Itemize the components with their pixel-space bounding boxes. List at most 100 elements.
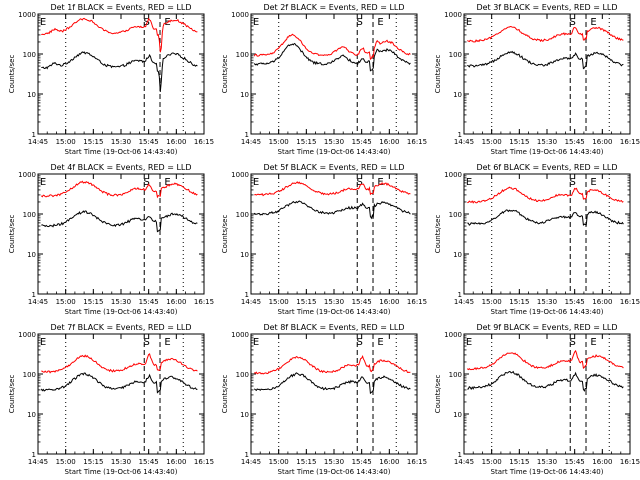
y-tick-label: 10 bbox=[453, 251, 462, 259]
series-lld-line bbox=[466, 349, 624, 371]
y-tick-label: 10 bbox=[27, 411, 36, 419]
x-axis-label: Start Time (19-Oct-06 14:43:40) bbox=[65, 148, 178, 156]
y-tick-label: 100 bbox=[23, 51, 36, 59]
x-tick-label: 15:45 bbox=[352, 298, 372, 306]
x-tick-label: 15:30 bbox=[324, 298, 344, 306]
plot-frame bbox=[37, 333, 205, 455]
x-tick-label: 15:00 bbox=[482, 458, 502, 466]
x-tick-label: 15:45 bbox=[565, 298, 585, 306]
x-tick-label: 14:45 bbox=[454, 138, 474, 146]
y-tick-label: 1000 bbox=[18, 11, 36, 19]
marker-E: E bbox=[377, 337, 383, 348]
series-events-line bbox=[467, 370, 624, 392]
y-tick-label: 10 bbox=[453, 411, 462, 419]
x-tick-label: 15:00 bbox=[269, 138, 289, 146]
panel-3: Det 3f BLACK = Events, RED = LLD 1 10 100 10… bbox=[434, 3, 640, 156]
marker-E: E bbox=[377, 17, 383, 28]
y-tick-label: 100 bbox=[449, 51, 462, 59]
x-tick-label: 15:30 bbox=[537, 458, 557, 466]
marker-S: S bbox=[570, 177, 576, 188]
x-tick-label: 15:15 bbox=[509, 298, 529, 306]
x-tick-label: 15:15 bbox=[296, 458, 316, 466]
marker-E-left: E bbox=[253, 17, 259, 28]
marker-S: S bbox=[357, 177, 363, 188]
y-tick-label: 10 bbox=[27, 91, 36, 99]
x-tick-label: 16:15 bbox=[194, 138, 214, 146]
x-tick-label: 16:00 bbox=[379, 458, 399, 466]
x-tick-label: 16:15 bbox=[194, 298, 214, 306]
series-events-line bbox=[40, 372, 198, 394]
panel-title: Det 2f BLACK = Events, RED = LLD bbox=[263, 3, 404, 12]
panel-title: Det 8f BLACK = Events, RED = LLD bbox=[263, 323, 404, 332]
marker-E-left: E bbox=[466, 17, 472, 28]
x-tick-label: 15:00 bbox=[56, 298, 76, 306]
marker-E-left: E bbox=[466, 177, 472, 188]
y-tick-label: 1 bbox=[32, 291, 36, 299]
panel-title: Det 1f BLACK = Events, RED = LLD bbox=[50, 3, 191, 12]
x-tick-label: 15:00 bbox=[56, 138, 76, 146]
x-tick-label: 15:00 bbox=[56, 458, 76, 466]
y-tick-label: 1 bbox=[32, 131, 36, 139]
y-axis-label: Counts/sec bbox=[221, 55, 229, 94]
y-axis-label: Counts/sec bbox=[434, 55, 442, 94]
marker-S: S bbox=[357, 337, 363, 348]
x-tick-label: 16:15 bbox=[407, 298, 427, 306]
x-tick-label: 15:30 bbox=[537, 138, 557, 146]
x-tick-label: 14:45 bbox=[28, 298, 48, 306]
x-tick-label: 15:45 bbox=[139, 138, 159, 146]
x-tick-label: 15:30 bbox=[324, 458, 344, 466]
y-tick-label: 10 bbox=[453, 91, 462, 99]
series-lld-line bbox=[41, 17, 198, 53]
marker-E-left: E bbox=[253, 177, 259, 188]
y-tick-label: 1000 bbox=[18, 171, 36, 179]
x-tick-label: 16:15 bbox=[620, 298, 640, 306]
x-tick-label: 16:00 bbox=[166, 458, 186, 466]
marker-E: E bbox=[590, 17, 596, 28]
x-tick-label: 15:15 bbox=[509, 138, 529, 146]
x-tick-label: 15:15 bbox=[83, 458, 103, 466]
panel-title: Det 3f BLACK = Events, RED = LLD bbox=[476, 3, 617, 12]
y-tick-label: 10 bbox=[240, 411, 249, 419]
y-tick-label: 100 bbox=[236, 211, 249, 219]
series-events-line bbox=[253, 42, 411, 72]
x-tick-label: 14:45 bbox=[454, 298, 474, 306]
series-lld-line bbox=[254, 355, 411, 375]
x-tick-label: 16:15 bbox=[194, 458, 214, 466]
plot-frame bbox=[463, 333, 631, 455]
panel-2: Det 2f BLACK = Events, RED = LLD 1 10 100 10… bbox=[221, 3, 427, 156]
panel-7: Det 7f BLACK = Events, RED = LLD 1 10 100 10… bbox=[8, 323, 214, 476]
y-tick-label: 1 bbox=[458, 451, 462, 459]
x-tick-label: 15:45 bbox=[565, 458, 585, 466]
panel-9: Det 9f BLACK = Events, RED = LLD 1 10 100 10… bbox=[434, 323, 640, 476]
series-lld-line bbox=[253, 33, 411, 61]
plot-frame bbox=[250, 333, 418, 455]
marker-E-left: E bbox=[253, 337, 259, 348]
y-tick-label: 100 bbox=[23, 371, 36, 379]
y-axis-label: Counts/sec bbox=[434, 375, 442, 414]
y-tick-label: 10 bbox=[240, 251, 249, 259]
x-tick-label: 14:45 bbox=[241, 138, 261, 146]
y-tick-label: 1000 bbox=[231, 171, 249, 179]
marker-E: E bbox=[590, 337, 596, 348]
x-tick-label: 15:30 bbox=[111, 458, 131, 466]
x-tick-label: 14:45 bbox=[241, 458, 261, 466]
y-tick-label: 1 bbox=[245, 291, 249, 299]
panel-title: Det 7f BLACK = Events, RED = LLD bbox=[50, 323, 191, 332]
marker-S: S bbox=[570, 17, 576, 28]
panel-1: Det 1f BLACK = Events, RED = LLD 1 10 100 10… bbox=[8, 3, 214, 156]
x-tick-label: 15:30 bbox=[111, 138, 131, 146]
y-tick-label: 100 bbox=[236, 371, 249, 379]
x-tick-label: 15:45 bbox=[139, 298, 159, 306]
y-tick-label: 1000 bbox=[444, 331, 462, 339]
x-tick-label: 15:45 bbox=[352, 138, 372, 146]
y-tick-label: 100 bbox=[449, 211, 462, 219]
x-tick-label: 15:45 bbox=[565, 138, 585, 146]
x-axis-label: Start Time (19-Oct-06 14:43:40) bbox=[65, 308, 178, 316]
panel-title: Det 4f BLACK = Events, RED = LLD bbox=[50, 163, 191, 172]
y-tick-label: 1000 bbox=[444, 171, 462, 179]
x-tick-label: 15:00 bbox=[269, 458, 289, 466]
x-tick-label: 16:15 bbox=[407, 458, 427, 466]
series-lld-line bbox=[467, 186, 624, 204]
x-tick-label: 15:45 bbox=[352, 458, 372, 466]
x-tick-label: 16:00 bbox=[592, 458, 612, 466]
